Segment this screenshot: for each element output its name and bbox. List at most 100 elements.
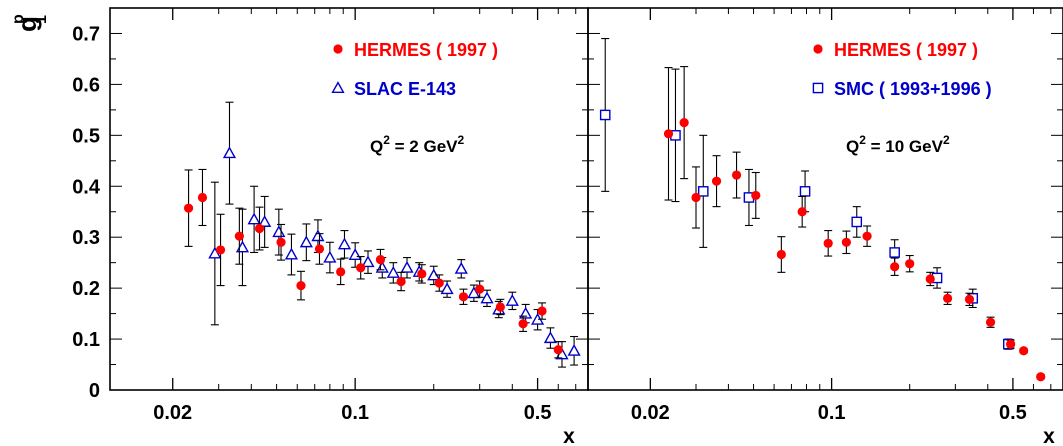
data-point [361, 255, 375, 268]
data-point [841, 237, 851, 247]
data-point [711, 176, 722, 186]
data-point [599, 109, 611, 121]
plot-frame [587, 7, 1063, 391]
data-point [475, 284, 485, 294]
x-tick-label: 0.02 [153, 402, 192, 424]
data-point [519, 306, 533, 319]
x-axis-title-left: x [563, 425, 575, 446]
data-point [375, 255, 386, 265]
legend-marker-circle [813, 44, 823, 54]
left-panel: 0.02 0.1 0.5 0 0.1 0.2 0.3 0.4 0.5 0.6 0.7 HERMES (… [72, 7, 589, 424]
data-point [247, 212, 261, 225]
legend-marker-square [812, 82, 824, 94]
data-point [254, 223, 265, 234]
data-point [197, 192, 208, 203]
data-point [889, 247, 900, 258]
data-point [731, 170, 742, 180]
legend-label: SMC ( 1993+1996 ) [834, 79, 992, 99]
series-circle [183, 168, 563, 359]
data-point [823, 238, 833, 248]
x-axis-title-right: x [1043, 425, 1055, 446]
legend-marker-circle [333, 44, 343, 54]
q2-annotation: Q2 = 2 GeV2 [370, 133, 465, 156]
y-tick-label: 0.4 [72, 176, 101, 198]
data-point [480, 291, 494, 304]
legend-label: HERMES ( 1997 ) [354, 40, 498, 60]
data-point [183, 203, 194, 213]
data-point [348, 248, 362, 261]
data-point [905, 259, 915, 269]
data-point [454, 261, 468, 274]
legend-label: SLAC E-143 [354, 79, 456, 99]
y-tick-label: 0.7 [72, 23, 100, 45]
data-point [691, 192, 701, 203]
data-point [567, 343, 581, 356]
data-point [323, 250, 337, 263]
y-axis-title-main: g [12, 16, 42, 32]
y-tick-label: 0 [89, 380, 100, 402]
q2-annotation: Q2 = 10 GeV2 [846, 133, 950, 156]
data-point [663, 129, 674, 139]
data-point [336, 267, 346, 277]
legend-label: HERMES ( 1997 ) [834, 40, 978, 60]
data-point [467, 286, 481, 299]
data-point [440, 282, 454, 295]
data-point [299, 235, 313, 248]
data-point [751, 190, 761, 201]
y-tick-label: 0.2 [72, 278, 100, 300]
data-point [314, 244, 325, 254]
data-point [543, 331, 558, 344]
data-point [284, 247, 299, 260]
data-point [518, 319, 528, 329]
data-point [862, 231, 872, 241]
right-panel: 0.02 0.1 0.5 HERMES ( 1997 ) SMC ( 1993+1996… [587, 7, 1063, 424]
x-tick-label: 0.5 [999, 402, 1027, 424]
y-axis-title-sub: 1 [33, 15, 50, 24]
data-point [311, 229, 325, 242]
data-point [386, 266, 400, 278]
data-point [235, 240, 250, 253]
series-circle [663, 66, 1046, 382]
data-point [553, 345, 563, 355]
data-point [272, 225, 286, 238]
data-point [234, 231, 244, 241]
data-point [337, 237, 352, 250]
data-point [1006, 339, 1016, 349]
data-point [1036, 372, 1046, 382]
data-point [799, 186, 811, 197]
x-tick-label: 0.5 [524, 402, 552, 424]
y-tick-label: 0.5 [72, 125, 100, 147]
data-point [797, 207, 807, 217]
data-point [222, 146, 237, 159]
y-axis-title-sup: p [10, 14, 27, 24]
data-point [417, 269, 427, 279]
data-point [258, 215, 272, 227]
data-point [679, 118, 689, 128]
data-point [851, 216, 863, 228]
data-point [400, 260, 414, 273]
plot-frame [109, 7, 589, 391]
legend: HERMES ( 1997 ) SMC ( 1993+1996 ) [812, 40, 992, 99]
x-tick-label: 0.1 [818, 402, 846, 424]
data-point [276, 237, 286, 247]
data-point [505, 294, 519, 306]
y-tick-label: 0.6 [72, 74, 100, 96]
data-point [925, 274, 935, 284]
x-tick-label: 0.1 [341, 402, 369, 424]
data-point [458, 292, 469, 302]
y-tick-label: 0.1 [72, 329, 100, 351]
data-point [434, 278, 444, 288]
legend-marker-triangle [331, 81, 345, 94]
data-point [942, 293, 953, 303]
x-tick-label: 0.02 [631, 402, 670, 424]
y-axis-title: g 1 p [10, 14, 50, 32]
data-point [985, 317, 996, 327]
data-point [964, 294, 975, 304]
data-point [215, 245, 226, 255]
data-point [495, 302, 505, 312]
y-tick-label: 0.3 [72, 227, 100, 249]
data-point [396, 276, 406, 287]
data-point [356, 263, 366, 273]
data-point [697, 186, 709, 197]
